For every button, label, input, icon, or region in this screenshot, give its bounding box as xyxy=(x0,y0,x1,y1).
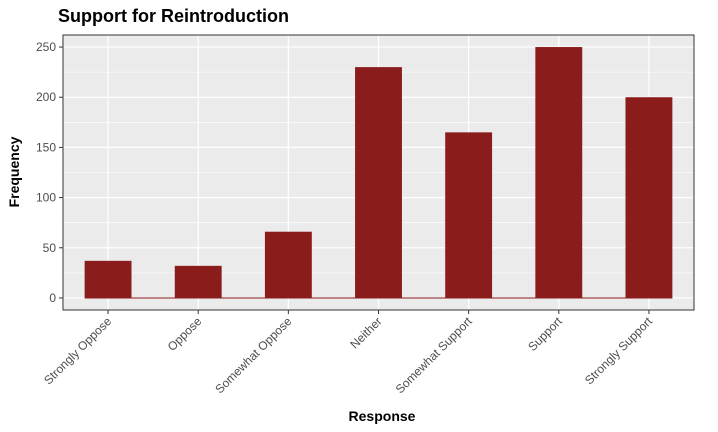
bar xyxy=(535,47,583,298)
bar xyxy=(355,67,402,298)
y-tick-label: 50 xyxy=(43,241,57,255)
chart-title: Support for Reintroduction xyxy=(58,6,289,26)
y-tick-label: 200 xyxy=(36,90,56,104)
y-tick-label: 100 xyxy=(36,191,56,205)
bar xyxy=(174,265,222,298)
bar xyxy=(445,132,493,298)
y-tick-label: 0 xyxy=(49,291,56,305)
y-tick-label: 150 xyxy=(36,140,56,154)
bar xyxy=(625,97,673,298)
x-tick-label: Support xyxy=(525,314,565,354)
x-tick-label: Somewhat Oppose xyxy=(212,314,294,396)
x-axis-label: Response xyxy=(348,408,416,424)
x-tick-label: Strongly Support xyxy=(582,314,656,388)
bar xyxy=(264,231,312,298)
y-tick-label: 250 xyxy=(36,40,56,54)
x-tick-label: Oppose xyxy=(165,314,205,354)
x-tick-label: Somewhat Support xyxy=(393,314,476,397)
x-tick-label: Neither xyxy=(347,314,384,351)
bar xyxy=(84,260,132,298)
x-tick-label: Strongly Oppose xyxy=(41,314,114,387)
